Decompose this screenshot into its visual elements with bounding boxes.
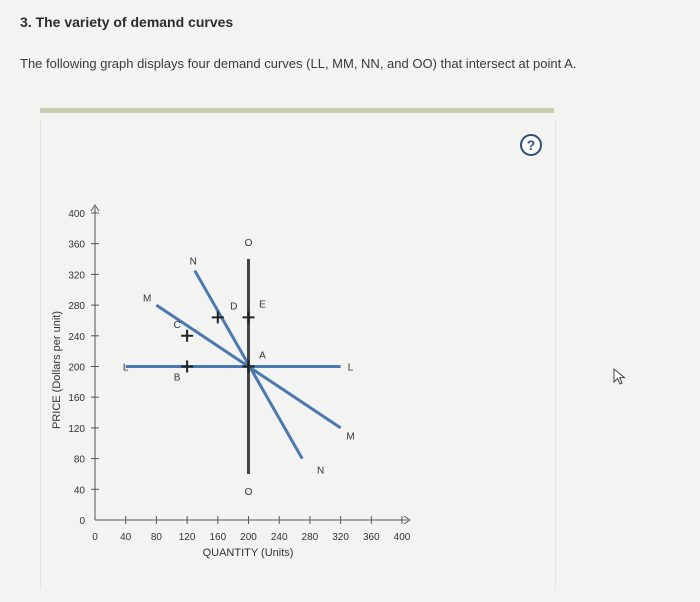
y-tick-label: 360	[68, 240, 85, 251]
curve-label-l: L	[348, 363, 354, 374]
x-tick-label: 280	[302, 532, 319, 543]
y-tick-label: 120	[68, 424, 85, 435]
point-b-label: B	[174, 373, 181, 384]
x-tick-label: 120	[179, 532, 196, 543]
x-tick-label: 160	[209, 532, 226, 543]
x-axis-title: QUANTITY (Units)	[203, 547, 294, 559]
y-tick-label: 80	[74, 455, 86, 466]
x-tick-label: 80	[151, 532, 163, 543]
point-a-label: A	[259, 351, 266, 362]
y-axis-arrow-icon	[90, 204, 100, 212]
point-e-marker	[242, 311, 255, 324]
point-c-marker	[181, 329, 194, 342]
x-tick-label: 40	[120, 532, 132, 543]
y-axis-title: PRICE (Dollars per unit)	[51, 311, 63, 429]
question-description: The following graph displays four demand…	[20, 56, 577, 71]
curve-label-o: O	[245, 487, 253, 498]
curve-label-n: N	[317, 465, 324, 476]
curve-label-m: M	[346, 432, 354, 443]
y-tick-label: 0	[79, 516, 85, 527]
point-d-label: D	[230, 301, 237, 312]
y-tick-label: 200	[68, 363, 85, 374]
section-divider	[40, 108, 554, 113]
question-heading: 3. The variety of demand curves	[20, 14, 234, 30]
curve-label-n: N	[190, 257, 197, 268]
y-tick-label: 280	[68, 301, 85, 312]
y-tick-label: 400	[68, 209, 85, 220]
x-tick-label: 320	[332, 532, 349, 543]
curve-label-l: L	[123, 363, 129, 374]
help-button[interactable]: ?	[520, 134, 542, 156]
point-d-marker	[211, 311, 224, 324]
point-b-marker	[181, 360, 194, 373]
x-tick-label: 0	[92, 532, 98, 543]
curve-label-m: M	[143, 293, 151, 304]
graph-panel	[40, 120, 556, 590]
question-mark-icon: ?	[526, 137, 536, 153]
y-tick-label: 40	[74, 485, 86, 496]
point-a-marker	[242, 360, 255, 373]
point-c-label: C	[173, 320, 180, 331]
x-tick-label: 200	[240, 532, 257, 543]
x-axis-arrow-icon	[403, 515, 411, 525]
x-tick-label: 240	[271, 532, 288, 543]
mouse-pointer-icon	[613, 367, 626, 385]
y-tick-label: 240	[68, 332, 85, 343]
y-tick-label: 320	[68, 270, 85, 281]
x-tick-label: 400	[394, 532, 411, 543]
curve-label-o: O	[245, 238, 253, 249]
x-tick-label: 360	[363, 532, 380, 543]
y-tick-label: 160	[68, 393, 85, 404]
point-e-label: E	[259, 299, 266, 310]
